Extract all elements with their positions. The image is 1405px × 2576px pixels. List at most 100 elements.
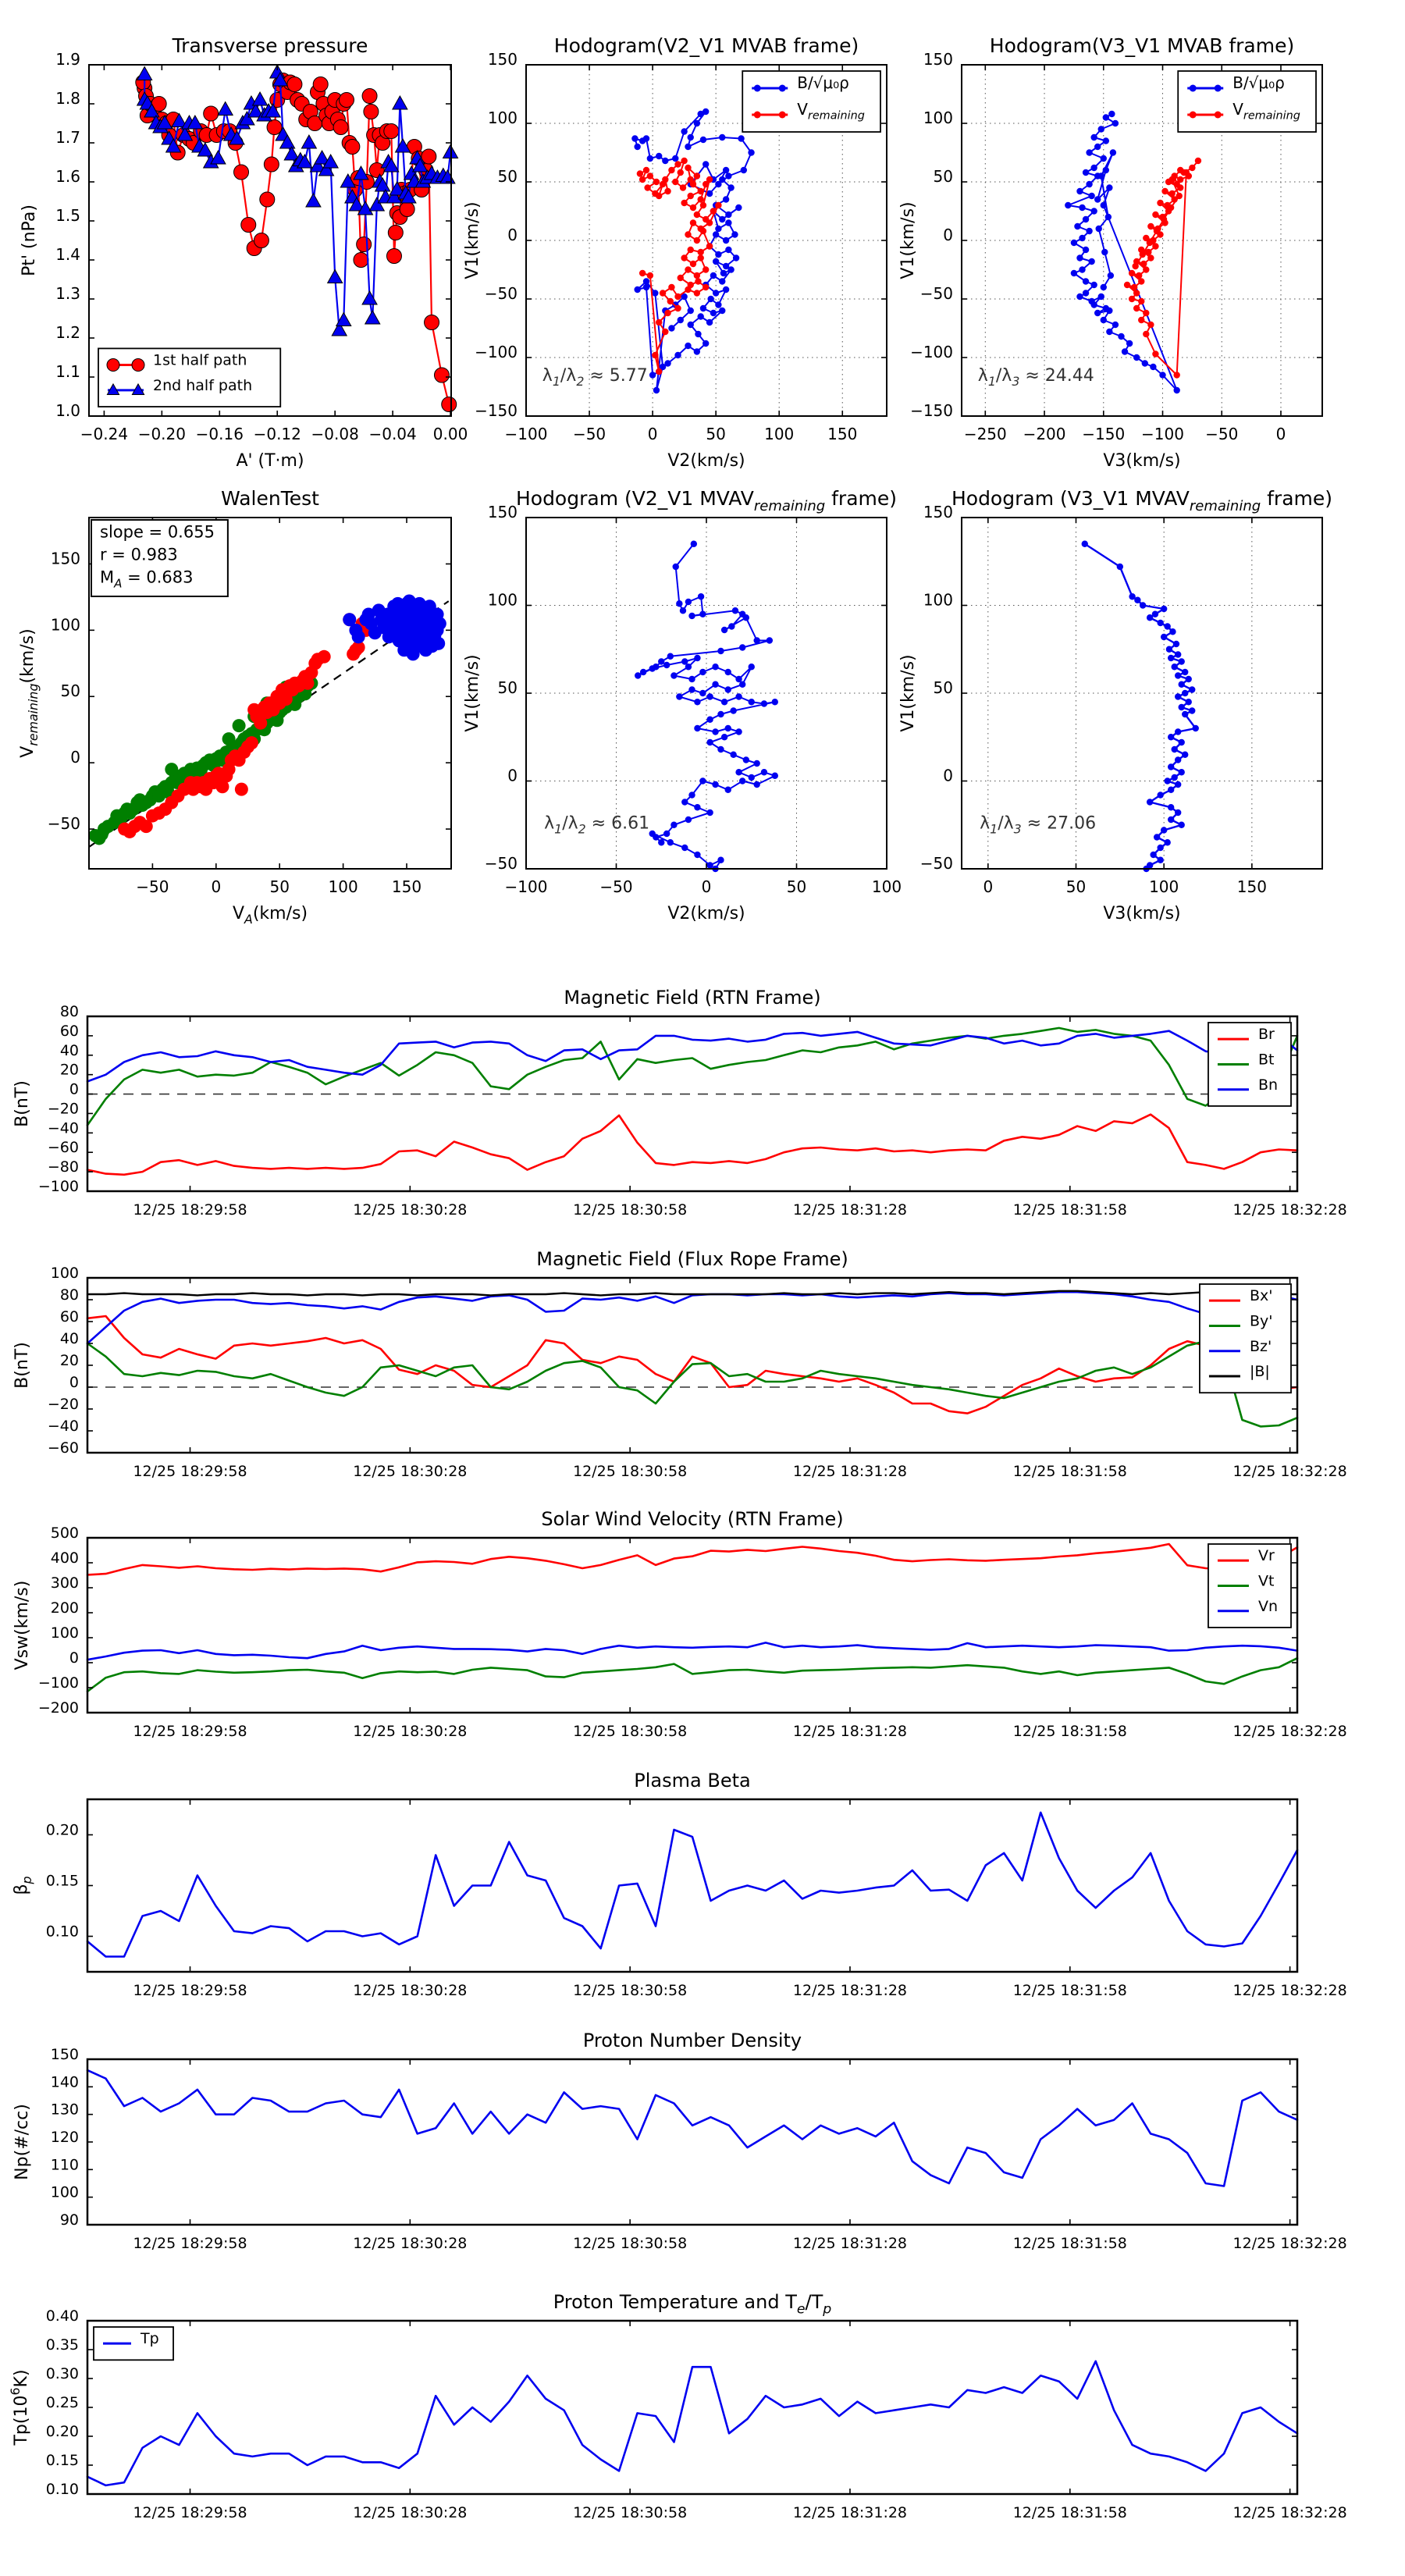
panel-hodogram-v3v1-mvab: −250 −200 −150 −100 −50 0 −150 −100 −50 0 50 100 150…: [898, 34, 1323, 471]
svg-text:12/25 18:30:58: 12/25 18:30:58: [573, 1982, 687, 1999]
svg-text:12/25 18:29:58: 12/25 18:29:58: [133, 1463, 247, 1480]
svg-text:1.9: 1.9: [55, 50, 80, 69]
svg-text:500: 500: [51, 1525, 79, 1542]
svg-text:B(nT): B(nT): [12, 1342, 32, 1389]
svg-text:40: 40: [60, 1042, 79, 1059]
svg-text:12/25 18:31:58: 12/25 18:31:58: [1013, 1982, 1127, 1999]
panel-plasma-beta: 12/25 18:29:58 12/25 18:30:28 12/25 18:30:…: [12, 1770, 1347, 1999]
svg-text:12/25 18:31:28: 12/25 18:31:28: [793, 1982, 907, 1999]
svg-text:0: 0: [507, 226, 518, 244]
svg-text:−40: −40: [48, 1119, 79, 1137]
svg-text:12/25 18:32:28: 12/25 18:32:28: [1233, 1463, 1347, 1480]
svg-text:−50: −50: [920, 854, 953, 873]
svg-text:Bx': Bx': [1250, 1287, 1273, 1304]
svg-text:−50: −50: [1205, 425, 1238, 443]
svg-text:20: 20: [60, 1062, 79, 1079]
svg-text:Hodogram(V3_V1 MVAB frame): Hodogram(V3_V1 MVAB frame): [990, 34, 1294, 57]
svg-text:20: 20: [60, 1352, 79, 1369]
ts6-legend: Tp: [93, 2326, 174, 2361]
svg-text:1.7: 1.7: [55, 128, 80, 147]
svg-text:400: 400: [51, 1550, 79, 1567]
svg-text:80: 80: [60, 1286, 79, 1304]
svg-text:12/25 18:31:28: 12/25 18:31:28: [793, 1201, 907, 1219]
svg-text:Np(#/cc): Np(#/cc): [12, 2104, 32, 2180]
p2-legend: B/√μ₀ρ Vremaining: [742, 70, 881, 133]
svg-text:−0.20: −0.20: [138, 425, 186, 443]
proton-temperature-plot: 12/25 18:29:58 12/25 18:30:28 12/25 18:30:…: [8, 2291, 1347, 2521]
svg-text:0: 0: [648, 425, 658, 443]
svg-text:V1(km/s): V1(km/s): [898, 201, 918, 279]
svg-text:0: 0: [69, 1081, 79, 1098]
p3-layers: −250 −200 −150 −100 −50 0 −150 −100 −50 0 50 100 150…: [898, 34, 1323, 471]
svg-text:150: 150: [488, 503, 518, 521]
svg-text:0.10: 0.10: [46, 1923, 79, 1941]
svg-text:150: 150: [1237, 877, 1267, 896]
svg-text:0.15: 0.15: [46, 2452, 79, 2469]
svg-text:12/25 18:30:28: 12/25 18:30:28: [353, 2235, 467, 2252]
svg-text:0.25: 0.25: [46, 2394, 79, 2411]
svg-text:VA(km/s): VA(km/s): [233, 904, 308, 927]
svg-text:V2(km/s): V2(km/s): [667, 451, 745, 471]
svg-text:12/25 18:29:58: 12/25 18:29:58: [133, 2235, 247, 2252]
svg-text:0.15: 0.15: [46, 1873, 79, 1890]
svg-text:V3(km/s): V3(km/s): [1103, 904, 1180, 923]
svg-text:12/25 18:32:28: 12/25 18:32:28: [1233, 1201, 1347, 1219]
svg-text:Magnetic Field (Flux Rope Fram: Magnetic Field (Flux Rope Frame): [536, 1248, 848, 1270]
svg-text:1.5: 1.5: [55, 206, 80, 225]
svg-text:12/25 18:30:28: 12/25 18:30:28: [353, 1982, 467, 1999]
svg-text:−0.08: −0.08: [311, 425, 359, 443]
svg-text:1.1: 1.1: [55, 362, 80, 381]
panel-proton-temperature: 12/25 18:29:58 12/25 18:30:28 12/25 18:30:…: [8, 2291, 1347, 2521]
svg-text:−0.16: −0.16: [196, 425, 244, 443]
transverse-pressure-plot: −0.24 −0.20 −0.16 −0.12 −0.08 −0.04 0.00 1.0 1.1…: [20, 34, 468, 471]
svg-text:−0.04: −0.04: [368, 425, 416, 443]
svg-text:100: 100: [329, 877, 358, 896]
svg-text:−0.24: −0.24: [80, 425, 128, 443]
svg-text:1.3: 1.3: [55, 284, 80, 303]
p1-layers: −0.24 −0.20 −0.16 −0.12 −0.08 −0.04 0.00 1.0 1.1…: [20, 34, 468, 471]
svg-text:Solar Wind Velocity (RTN Frame: Solar Wind Velocity (RTN Frame): [541, 1508, 843, 1530]
panel-magnetic-field-rtn: 12/25 18:29:58 12/25 18:30:28 12/25 18:30:…: [12, 987, 1347, 1219]
svg-text:Vremaining: Vremaining: [1232, 100, 1300, 123]
panel-hodogram-v3v1-mvav: 0 50 100 150 −50 0 50 100 150 Hodogram (V3_V1 MVA…: [898, 487, 1332, 923]
ts1-legend: Br Bt Bn: [1208, 1022, 1292, 1107]
svg-text:12/25 18:31:58: 12/25 18:31:58: [1013, 1201, 1127, 1219]
svg-text:0.20: 0.20: [46, 1822, 79, 1839]
svg-text:0.20: 0.20: [46, 2423, 79, 2440]
svg-text:12/25 18:30:58: 12/25 18:30:58: [573, 1463, 687, 1480]
panel-hodogram-v2v1-mvav: −100 −50 0 50 100 −50 0 50 100 150 Hodogram (V2_V1…: [463, 487, 902, 923]
svg-text:12/25 18:30:28: 12/25 18:30:28: [353, 1723, 467, 1740]
svg-text:λ1/λ2 ≈ 5.77: λ1/λ2 ≈ 5.77: [542, 366, 648, 389]
svg-text:12/25 18:32:28: 12/25 18:32:28: [1233, 1723, 1347, 1740]
svg-text:−150: −150: [910, 401, 953, 420]
svg-text:−200: −200: [38, 1699, 79, 1717]
svg-text:slope = 0.655: slope = 0.655: [100, 523, 215, 542]
svg-text:By': By': [1250, 1312, 1273, 1329]
svg-text:−50: −50: [485, 854, 518, 873]
ts3-legend: Vr Vt Vn: [1208, 1543, 1292, 1628]
svg-text:Vr: Vr: [1258, 1547, 1275, 1564]
svg-text:Hodogram(V2_V1 MVAB frame): Hodogram(V2_V1 MVAB frame): [554, 34, 859, 57]
svg-text:100: 100: [764, 425, 794, 443]
svg-text:12/25 18:29:58: 12/25 18:29:58: [133, 1982, 247, 1999]
svg-text:Hodogram (V3_V1 MVAVremaining: Hodogram (V3_V1 MVAVremaining frame): [951, 487, 1332, 514]
p3-legend: B/√μ₀ρ Vremaining: [1177, 70, 1317, 133]
svg-text:100: 100: [923, 109, 953, 127]
svg-text:100: 100: [488, 591, 518, 610]
ts2-layers: 12/25 18:29:58 12/25 18:30:28 12/25 18:30:…: [12, 1248, 1347, 1480]
svg-text:−60: −60: [48, 1139, 79, 1156]
proton-density-plot: 12/25 18:29:58 12/25 18:30:28 12/25 18:30:…: [12, 2030, 1347, 2252]
svg-text:12/25 18:31:58: 12/25 18:31:58: [1013, 1463, 1127, 1480]
svg-text:12/25 18:30:58: 12/25 18:30:58: [573, 2504, 687, 2521]
panel-transverse-pressure: −0.24 −0.20 −0.16 −0.12 −0.08 −0.04 0.00 1.0 1.1…: [20, 34, 468, 471]
svg-text:0: 0: [211, 877, 221, 896]
svg-text:−80: −80: [48, 1158, 79, 1176]
svg-text:Plasma Beta: Plasma Beta: [634, 1770, 750, 1791]
svg-text:λ1/λ3 ≈ 24.44: λ1/λ3 ≈ 24.44: [978, 366, 1094, 389]
svg-text:−20: −20: [48, 1396, 79, 1413]
svg-text:−50: −50: [485, 284, 518, 303]
svg-text:−150: −150: [475, 401, 518, 420]
svg-text:50: 50: [498, 167, 518, 186]
svg-text:−50: −50: [48, 814, 80, 833]
